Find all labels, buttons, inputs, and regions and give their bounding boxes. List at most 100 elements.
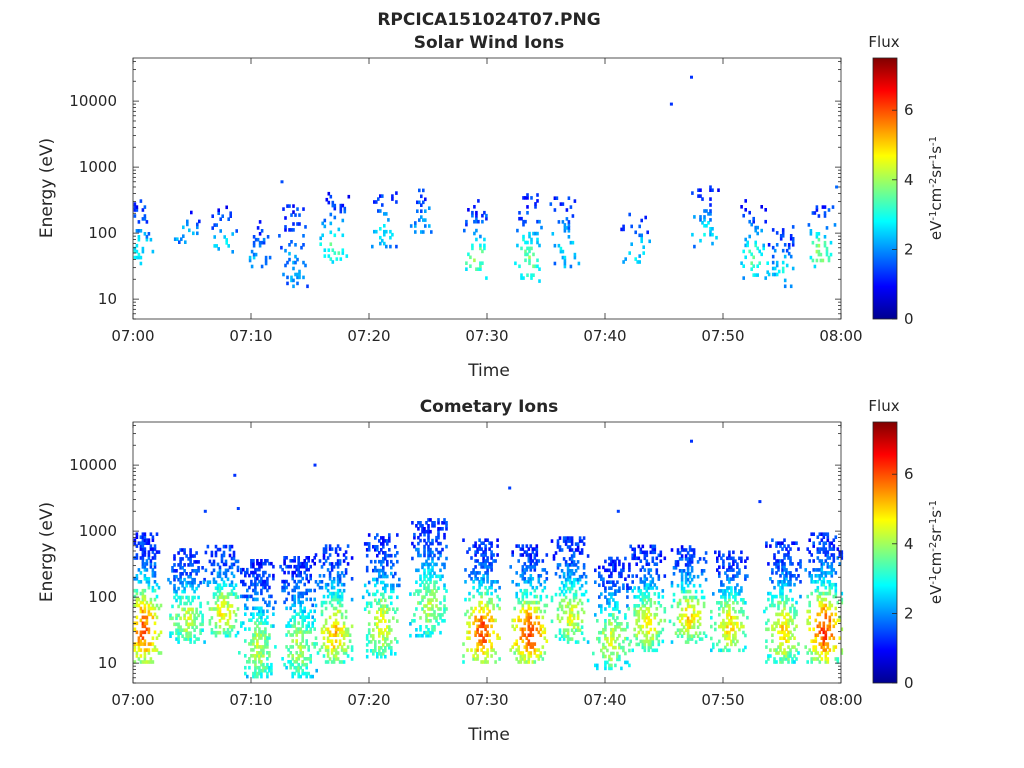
sparse-point <box>236 507 240 510</box>
heatmap-cell <box>484 627 487 632</box>
heatmap-cell <box>829 252 833 257</box>
heatmap-cell <box>386 574 389 579</box>
heatmap-cell <box>153 612 157 617</box>
heatmap-cell <box>386 607 389 611</box>
heatmap-cell <box>580 631 584 635</box>
heatmap-cell <box>272 624 275 628</box>
heatmap-cell <box>145 660 149 664</box>
heatmap-cell <box>340 612 344 617</box>
heatmap-cell <box>256 642 259 646</box>
heatmap-cell <box>643 633 647 638</box>
heatmap-cell <box>441 527 444 531</box>
heatmap-cell <box>250 579 253 584</box>
heatmap-cell <box>645 550 649 555</box>
heatmap-cell <box>437 613 440 617</box>
heatmap-cell <box>641 609 645 614</box>
heatmap-cell <box>678 613 682 618</box>
heatmap-cell <box>828 580 832 584</box>
heatmap-cell <box>558 619 562 624</box>
heatmap-cell <box>562 539 566 543</box>
heatmap-cell <box>564 536 568 540</box>
heatmap-cell <box>326 654 330 658</box>
heatmap-cell <box>250 559 253 563</box>
heatmap-cell <box>212 568 216 573</box>
heatmap-cell <box>535 553 539 557</box>
heatmap-cell <box>691 191 694 195</box>
heatmap-cell <box>179 631 182 635</box>
heatmap-cell <box>248 642 251 646</box>
heatmap-cell <box>375 200 378 204</box>
heatmap-cell <box>545 594 549 599</box>
heatmap-cell <box>242 621 245 625</box>
heatmap-cell <box>288 243 291 247</box>
heatmap-cell <box>642 245 645 249</box>
heatmap-cell <box>726 574 729 578</box>
heatmap-cell <box>191 619 194 624</box>
heatmap-cell <box>339 206 343 211</box>
heatmap-cell <box>297 665 300 670</box>
heatmap-cell <box>228 630 232 635</box>
heatmap-cell <box>341 218 345 223</box>
heatmap-cell <box>258 243 262 248</box>
heatmap-cell <box>692 619 696 624</box>
heatmap-cell <box>649 612 653 617</box>
heatmap-cell <box>637 595 641 599</box>
heatmap-cell <box>826 553 830 557</box>
heatmap-cell <box>709 185 712 189</box>
colorbar-2-gradient <box>872 421 898 684</box>
heatmap-cell <box>791 618 794 623</box>
heatmap-cell <box>698 610 702 615</box>
heatmap-cell <box>474 577 477 581</box>
heatmap-cell <box>563 223 567 227</box>
heatmap-cell <box>539 594 543 599</box>
heatmap-cell <box>381 203 384 207</box>
heatmap-cell <box>222 595 226 599</box>
heatmap-cell <box>250 582 253 587</box>
heatmap-cell <box>626 595 629 599</box>
heatmap-cell <box>250 639 253 643</box>
heatmap-cell <box>409 592 412 596</box>
heatmap-cell <box>816 568 820 572</box>
heatmap-cell <box>250 570 253 575</box>
heatmap-cell <box>682 595 686 600</box>
heatmap-cell <box>236 630 240 635</box>
heatmap-cell <box>266 576 269 581</box>
heatmap-cell <box>181 583 184 588</box>
heatmap-cell <box>765 544 768 548</box>
heatmap-cell <box>429 547 432 552</box>
heatmap-cell <box>515 544 518 548</box>
heatmap-cell <box>643 586 647 590</box>
heatmap-cell <box>437 622 440 626</box>
heatmap-cell <box>417 535 420 540</box>
heatmap-cell <box>655 571 659 575</box>
heatmap-cell <box>299 570 302 575</box>
heatmap-cell <box>576 640 580 644</box>
heatmap-cell <box>578 586 582 591</box>
heatmap-cell <box>484 565 487 569</box>
heatmap-cell <box>827 255 831 260</box>
heatmap-cell <box>779 624 782 629</box>
heatmap-cell <box>822 624 826 629</box>
heatmap-cell <box>380 568 383 573</box>
heatmap-cell <box>153 574 157 578</box>
heatmap-cell <box>297 630 300 634</box>
heatmap-cell <box>815 258 819 263</box>
heatmap-cell <box>728 550 731 555</box>
heatmap-cell <box>376 601 379 606</box>
heatmap-cell <box>738 609 741 614</box>
heatmap-cell <box>283 662 286 667</box>
heatmap-cell <box>566 637 570 641</box>
heatmap-cell <box>598 574 601 579</box>
heatmap-cell <box>680 574 684 579</box>
heatmap-cell <box>483 210 486 215</box>
heatmap-cell <box>485 276 488 280</box>
heatmap-cell <box>179 557 182 561</box>
heatmap-cell <box>478 618 481 623</box>
heatmap-cell <box>564 583 568 588</box>
heatmap-cell <box>289 645 292 649</box>
heatmap-cell <box>527 615 531 620</box>
heatmap-cell <box>526 196 529 200</box>
heatmap-cell <box>568 619 572 624</box>
heatmap-cell <box>756 264 759 268</box>
heatmap-cell <box>286 260 289 265</box>
